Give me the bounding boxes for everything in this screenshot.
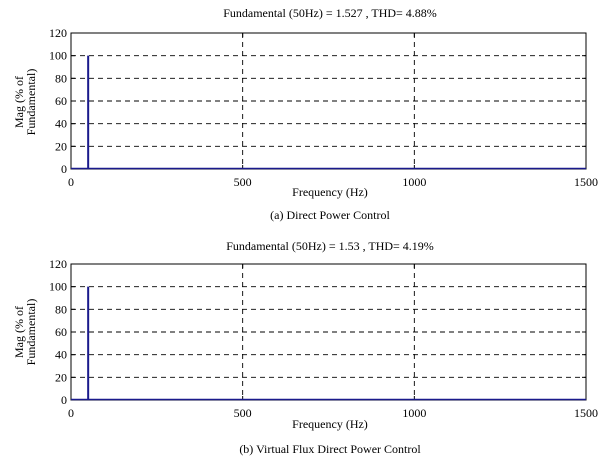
chart-a-xlabel: Frequency (Hz)	[292, 185, 368, 199]
y-tick-label: 80	[55, 71, 67, 85]
plot-frame	[70, 263, 587, 401]
chart-b-title: Fundamental (50Hz) = 1.53 , THD= 4.19%	[226, 239, 434, 253]
chart-a-title: Fundamental (50Hz) = 1.527 , THD= 4.88%	[223, 6, 437, 20]
chart-a-plot: 0 20 40 60 80 100 120 0 500 1000 1500	[49, 26, 598, 189]
y-tick-label: 60	[55, 325, 67, 339]
chart-b-plot: 0 20 40 60 80 100 120 0 500 1000 1500	[49, 257, 598, 420]
x-tick-label: 1500	[574, 406, 598, 420]
chart-panel-a: Fundamental (50Hz) = 1.527 , THD= 4.88% …	[12, 6, 598, 222]
chart-b-ylabel-line2: Fundamental)	[24, 299, 38, 366]
chart-a-ylabel-line2: Fundamental)	[24, 69, 38, 136]
y-tick-label: 40	[55, 117, 67, 131]
plot-frame	[70, 32, 587, 170]
chart-panel-b: Fundamental (50Hz) = 1.53 , THD= 4.19% M…	[12, 239, 598, 456]
chart-b-caption: (b) Virtual Flux Direct Power Control	[239, 442, 421, 456]
x-tick-label: 0	[68, 406, 74, 420]
y-tick-label: 100	[49, 49, 67, 63]
y-tick-label: 120	[49, 257, 67, 271]
chart-a-ylabel-line1: Mag (% of	[12, 76, 26, 128]
y-tick-label: 0	[61, 393, 67, 407]
x-tick-label: 1500	[574, 175, 598, 189]
x-tick-label: 0	[68, 175, 74, 189]
y-tick-label: 60	[55, 94, 67, 108]
x-tick-label: 500	[234, 175, 252, 189]
x-tick-label: 1000	[402, 406, 426, 420]
chart-b-ylabel: Mag (% of Fundamental)	[12, 299, 38, 366]
x-tick-label: 1000	[402, 175, 426, 189]
chart-b-ylabel-line1: Mag (% of	[12, 306, 26, 358]
y-tick-label: 0	[61, 162, 67, 176]
y-tick-label: 120	[49, 26, 67, 40]
y-tick-label: 40	[55, 348, 67, 362]
y-tick-label: 80	[55, 302, 67, 316]
chart-a-caption: (a) Direct Power Control	[270, 208, 390, 222]
chart-a-ylabel: Mag (% of Fundamental)	[12, 69, 38, 136]
x-tick-label: 500	[234, 406, 252, 420]
chart-b-xlabel: Frequency (Hz)	[292, 417, 368, 431]
y-tick-label: 20	[55, 370, 67, 384]
y-tick-label: 20	[55, 139, 67, 153]
y-tick-label: 100	[49, 280, 67, 294]
